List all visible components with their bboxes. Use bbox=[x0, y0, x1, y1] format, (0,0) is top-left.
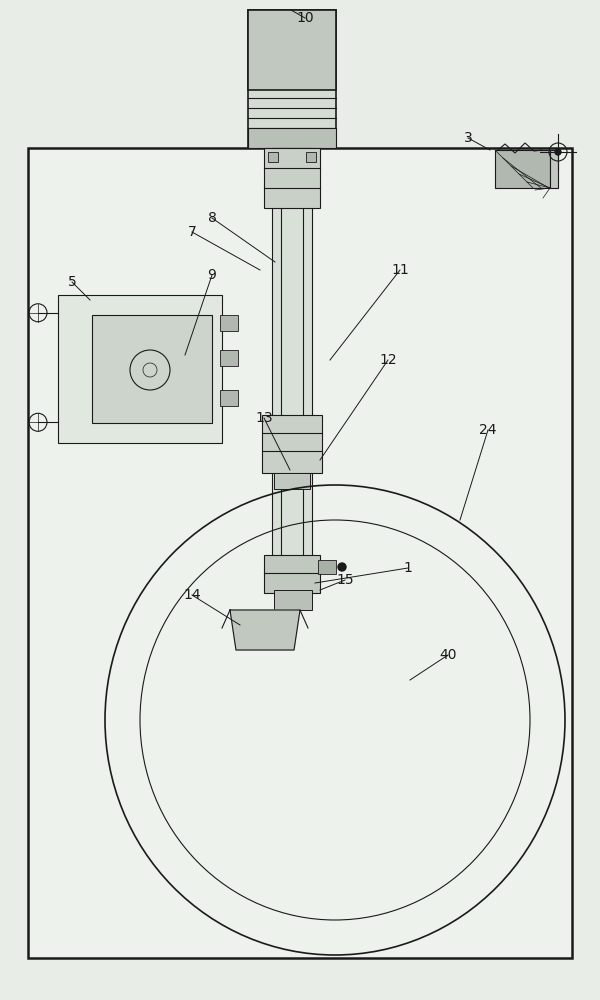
Text: 12: 12 bbox=[379, 353, 397, 367]
Bar bbox=[272, 148, 312, 560]
Bar bbox=[495, 150, 550, 188]
Text: 11: 11 bbox=[391, 263, 409, 277]
Text: 15: 15 bbox=[336, 573, 354, 587]
Bar bbox=[264, 148, 320, 208]
Bar bbox=[306, 152, 316, 162]
Bar bbox=[550, 150, 558, 188]
Bar bbox=[318, 560, 336, 574]
Bar bbox=[248, 10, 336, 148]
Bar bbox=[248, 128, 336, 148]
Text: 8: 8 bbox=[208, 211, 217, 225]
Bar bbox=[28, 148, 572, 958]
Text: 40: 40 bbox=[439, 648, 457, 662]
Bar bbox=[220, 315, 238, 331]
Bar bbox=[58, 295, 222, 443]
Circle shape bbox=[555, 149, 561, 155]
Text: 9: 9 bbox=[208, 268, 217, 282]
Bar bbox=[274, 473, 310, 489]
Text: 10: 10 bbox=[296, 11, 314, 25]
Text: 5: 5 bbox=[68, 275, 76, 289]
Bar bbox=[274, 590, 312, 610]
Bar bbox=[264, 555, 320, 593]
Text: 14: 14 bbox=[183, 588, 201, 602]
Text: 13: 13 bbox=[255, 411, 273, 425]
Bar bbox=[248, 10, 336, 90]
Text: 3: 3 bbox=[464, 131, 472, 145]
Text: 24: 24 bbox=[479, 423, 497, 437]
Bar bbox=[262, 415, 322, 473]
Bar bbox=[92, 315, 212, 423]
Bar bbox=[268, 152, 278, 162]
Polygon shape bbox=[230, 610, 300, 650]
Bar bbox=[220, 350, 238, 366]
Text: 7: 7 bbox=[188, 225, 196, 239]
Text: 1: 1 bbox=[404, 561, 412, 575]
Bar bbox=[220, 390, 238, 406]
Circle shape bbox=[338, 563, 346, 571]
